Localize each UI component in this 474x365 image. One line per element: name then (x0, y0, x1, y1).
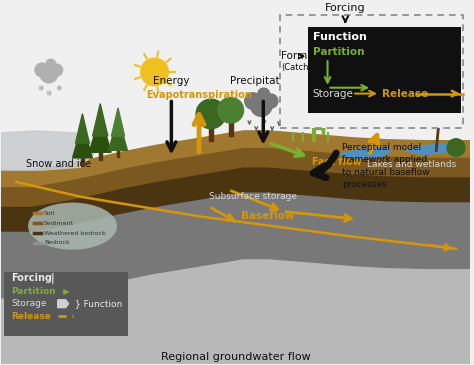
Circle shape (46, 59, 56, 69)
Text: Subsurface storage: Subsurface storage (210, 192, 297, 201)
Polygon shape (99, 152, 102, 160)
Polygon shape (117, 150, 119, 157)
Text: Bedrock: Bedrock (44, 240, 70, 245)
Polygon shape (228, 121, 233, 136)
Text: Fast flow: Fast flow (312, 157, 361, 167)
Text: (Catchment): (Catchment) (281, 62, 334, 72)
Text: Storage: Storage (313, 89, 354, 99)
Polygon shape (209, 125, 213, 141)
Polygon shape (92, 104, 108, 136)
Polygon shape (75, 114, 89, 143)
Bar (280, 15, 463, 128)
Polygon shape (73, 123, 92, 158)
Polygon shape (89, 115, 111, 152)
Text: Storage: Storage (11, 299, 47, 308)
Circle shape (258, 88, 270, 100)
Polygon shape (1, 258, 470, 364)
FancyBboxPatch shape (4, 272, 128, 336)
Circle shape (40, 65, 58, 83)
Text: Function: Function (313, 32, 366, 42)
Text: Lakes and wetlands: Lakes and wetlands (367, 160, 456, 169)
Text: Partition: Partition (313, 47, 364, 57)
Polygon shape (337, 147, 392, 158)
Polygon shape (1, 131, 470, 188)
Polygon shape (1, 192, 470, 298)
Text: Forcing: Forcing (11, 273, 52, 283)
Text: Form: Form (281, 51, 307, 61)
Text: ❄: ❄ (46, 89, 52, 98)
Circle shape (218, 97, 244, 123)
Circle shape (447, 139, 465, 157)
Polygon shape (1, 168, 470, 231)
Text: Streamflow: Streamflow (387, 116, 455, 126)
Text: Soil: Soil (44, 211, 55, 216)
Polygon shape (405, 144, 456, 154)
Text: Release: Release (11, 312, 51, 321)
Polygon shape (109, 118, 128, 150)
Polygon shape (81, 158, 84, 165)
Text: Sediment: Sediment (44, 221, 74, 226)
Text: Energy: Energy (153, 76, 190, 86)
Circle shape (141, 58, 168, 86)
Polygon shape (58, 300, 69, 308)
Text: ❄: ❄ (55, 84, 62, 93)
Text: Baseflow: Baseflow (241, 211, 295, 221)
Polygon shape (1, 131, 100, 170)
Text: } Function: } Function (74, 299, 122, 308)
Circle shape (264, 94, 278, 108)
Text: Regional groundwater flow: Regional groundwater flow (161, 352, 310, 362)
Polygon shape (1, 149, 470, 207)
Text: Perceptual model
framework applied
to natural baseflow
processes: Perceptual model framework applied to na… (342, 143, 430, 189)
Text: ❄: ❄ (38, 84, 44, 93)
Text: Precipitation: Precipitation (230, 76, 296, 86)
Text: Evapotranspiration: Evapotranspiration (146, 91, 252, 100)
Polygon shape (111, 108, 125, 136)
Text: Weathered bedrock: Weathered bedrock (44, 231, 106, 235)
Text: |: | (51, 273, 55, 284)
Bar (308, 27, 461, 113)
Text: Snow and ice: Snow and ice (26, 159, 91, 169)
Text: Forcing: Forcing (325, 3, 365, 13)
Circle shape (51, 64, 63, 76)
Circle shape (245, 93, 261, 109)
Circle shape (251, 95, 272, 116)
Circle shape (35, 63, 49, 77)
Ellipse shape (28, 203, 117, 250)
Text: Release: Release (382, 89, 428, 99)
Text: Partition: Partition (11, 287, 56, 296)
Circle shape (196, 99, 226, 128)
